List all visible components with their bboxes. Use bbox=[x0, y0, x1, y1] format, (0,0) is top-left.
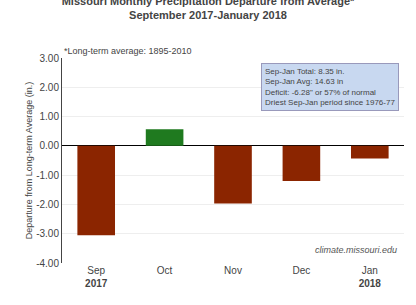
svg-text:2.00: 2.00 bbox=[40, 82, 60, 93]
svg-text:1.00: 1.00 bbox=[40, 111, 60, 122]
svg-text:Dec: Dec bbox=[293, 265, 311, 276]
svg-text:*Long-term average: 1895-2010: *Long-term average: 1895-2010 bbox=[64, 46, 192, 56]
svg-text:-2.00: -2.00 bbox=[36, 199, 59, 210]
svg-text:Sep-Jan Total: 8.35 in.Sep-Jan: Sep-Jan Total: 8.35 in.Sep-Jan Avg: 14.6… bbox=[265, 67, 395, 107]
svg-text:-4.00: -4.00 bbox=[36, 258, 59, 269]
svg-text:-3.00: -3.00 bbox=[36, 228, 59, 239]
svg-text:Missouri Monthly Precipitation: Missouri Monthly Precipitation Departure… bbox=[62, 0, 355, 21]
svg-text:climate.missouri.edu: climate.missouri.edu bbox=[315, 245, 397, 255]
svg-text:Jan2018: Jan2018 bbox=[359, 265, 382, 289]
svg-text:0.00: 0.00 bbox=[40, 140, 60, 151]
svg-text:3.00: 3.00 bbox=[40, 53, 60, 64]
svg-text:Sep2017: Sep2017 bbox=[85, 265, 108, 289]
svg-text:Oct: Oct bbox=[157, 265, 173, 276]
svg-text:Departure from Long-term Avera: Departure from Long-term Average (in.) bbox=[24, 82, 34, 239]
svg-text:-1.00: -1.00 bbox=[36, 170, 59, 181]
svg-text:Nov: Nov bbox=[224, 265, 242, 276]
